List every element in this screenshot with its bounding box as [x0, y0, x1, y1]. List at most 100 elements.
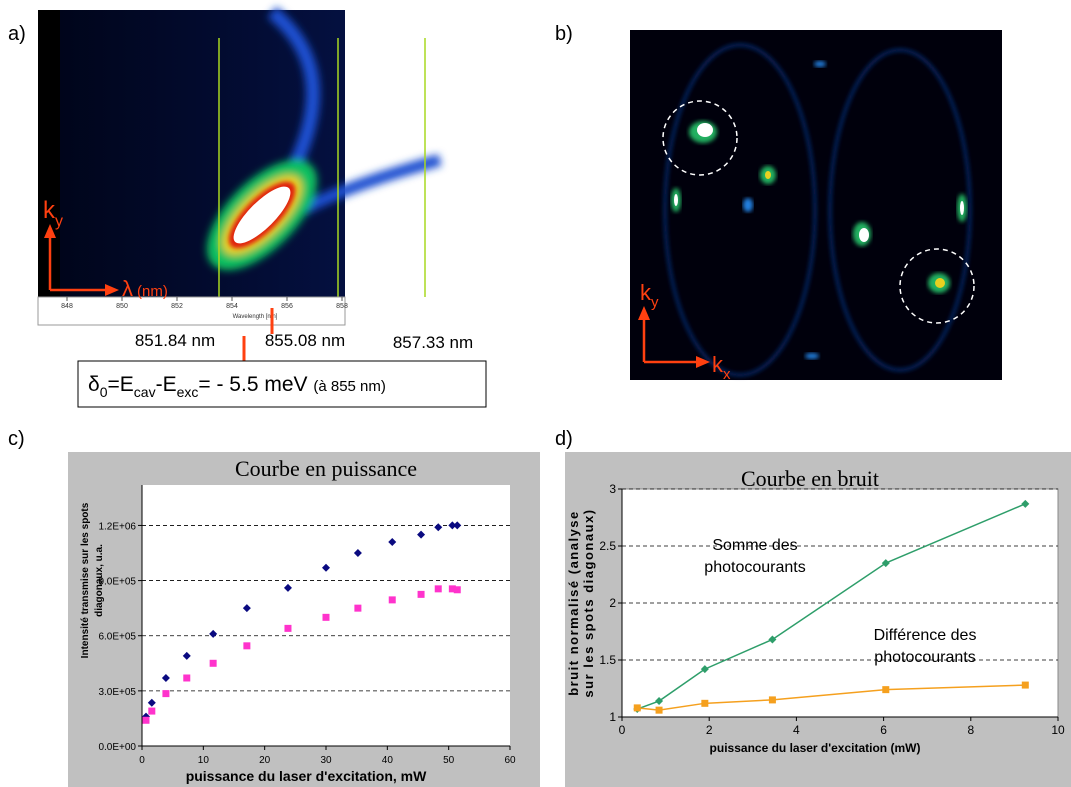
- delta: δ: [88, 373, 100, 396]
- panel-label: a): [8, 23, 26, 45]
- detuning-box: [77, 360, 487, 408]
- chart-title: Courbe en bruit: [741, 466, 879, 491]
- x-axis-label: puissance du laser d'excitation, mW: [186, 768, 427, 784]
- x-tick-label: 0: [139, 755, 145, 766]
- spot-circles: [662, 100, 975, 324]
- y-axis-label: sur les spots diagonaux): [581, 508, 596, 697]
- chart-title: Courbe en puissance: [235, 456, 417, 481]
- spectrum-arrows: [44, 224, 119, 296]
- axis-title: Wavelength [nm]: [233, 314, 278, 320]
- series-label: Somme des photocourants: [704, 537, 806, 576]
- point: [448, 521, 457, 530]
- x-tick-label: 40: [382, 755, 394, 766]
- y-axis-label: bruit normalisé (analyse: [566, 510, 581, 696]
- far-field-spots: [671, 61, 967, 359]
- panel-labels: a) b) c) d): [8, 23, 573, 450]
- x-tick-label: 0: [619, 723, 626, 737]
- y-tick-label: 3.0E+05: [98, 687, 136, 698]
- x-tick-label: 8: [967, 723, 974, 737]
- point: [448, 585, 456, 593]
- point: [322, 563, 330, 572]
- spectrum-tick-label: 854: [226, 303, 238, 310]
- x-tick-label: 30: [320, 755, 332, 766]
- y-axis-label: Intensité transmise sur les spots: [80, 502, 91, 658]
- sub: exc: [177, 384, 199, 400]
- far-field-arrows: [638, 306, 710, 368]
- marker-label: 851.84 nm: [135, 331, 215, 350]
- point: [417, 590, 425, 598]
- lambda: λ: [122, 276, 133, 301]
- chart: 0.0E+00 3.0E+05 6.0E+05 9.0E+05 1.2E+06 0 10 20…: [68, 452, 540, 787]
- marker-label: 857.33 nm: [393, 333, 473, 352]
- far-field-rings: [663, 43, 972, 377]
- marker-labels: 851.84 nm 855.08 nm 857.33 nm: [135, 331, 473, 352]
- spectrum-panel: 848 850 852 854 856 858 Wavelength [nm] ky λ(…: [37, 6, 487, 408]
- y-tick-label: 2.5: [599, 539, 616, 553]
- point: [162, 690, 170, 698]
- k: k: [712, 352, 724, 377]
- point: [453, 521, 462, 530]
- point: [768, 696, 776, 704]
- point: [147, 698, 156, 707]
- point: [655, 697, 664, 706]
- ruler: [38, 10, 60, 297]
- axis-ky: ky: [640, 280, 659, 311]
- eq: =E: [108, 373, 134, 396]
- panel-label: d): [555, 428, 573, 450]
- point: [209, 629, 218, 638]
- point: [322, 613, 330, 621]
- y-tick-label: 2: [609, 596, 616, 610]
- spectrum-tick-label: 850: [116, 303, 128, 310]
- point: [242, 604, 251, 613]
- x-tick-label: 10: [198, 755, 210, 766]
- spectrum-axis: [37, 296, 346, 326]
- x-tick-label: 50: [443, 755, 455, 766]
- point: [183, 674, 191, 682]
- point: [161, 673, 170, 682]
- x-tick-label: 20: [259, 755, 271, 766]
- x-tick-label: 10: [1051, 723, 1065, 737]
- point: [1021, 681, 1029, 689]
- point: [701, 699, 709, 707]
- y-axis-label: diagonaux, u.a.: [94, 544, 105, 617]
- spectrum-tick-label: 856: [281, 303, 293, 310]
- k-sub: y: [651, 294, 659, 311]
- spectrum-tick-label: 852: [171, 303, 183, 310]
- point: [182, 651, 191, 660]
- y-tick-label: 1.2E+06: [98, 521, 136, 532]
- charts: 0.0E+003.0E+056.0E+059.0E+051.2E+060 10 20…: [68, 452, 1071, 787]
- axis-k: ky: [43, 197, 63, 230]
- panel-label: c): [8, 428, 25, 450]
- point: [700, 665, 709, 674]
- point: [434, 523, 443, 532]
- marker-label: 855.08 nm: [265, 331, 345, 350]
- series-label-box: Différence des photocourants: [873, 627, 977, 666]
- spectrum-tick-label: 858: [336, 303, 348, 310]
- y-tick-label: 1.5: [599, 653, 616, 667]
- chart: 1 1.5 2 2.5 3 0 2 4 6 8 10 Courbe en bruit puissance…: [565, 452, 1071, 787]
- y-tick-label: 0.0E+00: [98, 742, 136, 753]
- point: [388, 537, 397, 546]
- detuning: δ0=Ecav-Eexc= - 5.5 meV (à 855 nm): [88, 373, 386, 400]
- sub: cav: [134, 384, 156, 400]
- point: [453, 586, 461, 594]
- x-tick-label: 2: [706, 723, 713, 737]
- point: [1021, 499, 1030, 508]
- point: [633, 704, 641, 712]
- unit: (nm): [137, 283, 168, 300]
- y-tick-label: 3: [609, 482, 616, 496]
- spectrum-peak: [233, 186, 291, 244]
- axis-lambda: λ (nm): [122, 276, 168, 301]
- series-label: Différence des photocourants: [873, 627, 977, 666]
- point: [417, 530, 426, 539]
- series-line: [637, 503, 1026, 710]
- point: [655, 706, 663, 714]
- axis-kx: kx: [712, 352, 731, 383]
- panel-label: b): [555, 23, 573, 45]
- point: [284, 624, 292, 632]
- sub: 0: [100, 384, 108, 400]
- x-tick-label: 6: [880, 723, 887, 737]
- point: [243, 642, 251, 650]
- point: [881, 559, 890, 568]
